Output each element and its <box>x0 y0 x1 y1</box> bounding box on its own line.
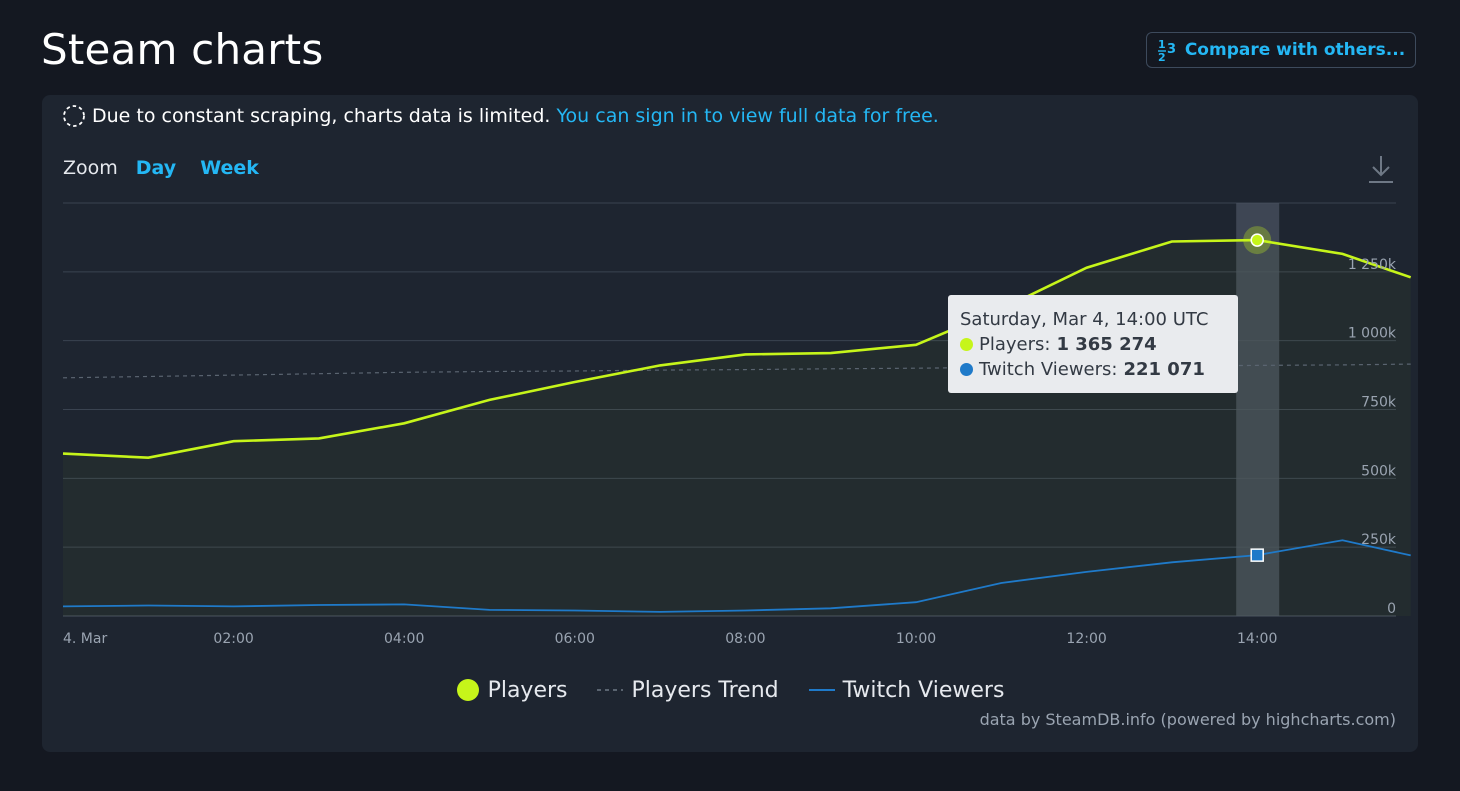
y-tick-label: 750k <box>1361 395 1397 411</box>
dashed-circle-icon <box>62 104 86 128</box>
legend-item-players[interactable]: Players <box>456 677 568 703</box>
tooltip-twitch-value: 221 071 <box>1123 359 1205 380</box>
players-dot-icon <box>960 338 973 351</box>
notice-text: Due to constant scraping, charts data is… <box>92 105 551 127</box>
x-tick-label: 10:00 <box>896 631 936 647</box>
legend-players-label: Players <box>487 677 568 703</box>
trend-legend-icon <box>597 689 624 691</box>
twitch-dot-icon <box>960 363 973 376</box>
zoom-week-button[interactable]: Week <box>200 157 259 179</box>
twitch-viewers-line <box>62 539 1411 613</box>
svg-text:1: 1 <box>1158 38 1166 51</box>
tooltip-players-value: 1 365 274 <box>1056 334 1157 355</box>
chart-credit: data by SteamDB.info (powered by highcha… <box>979 710 1396 729</box>
twitch-point <box>1250 548 1264 562</box>
tooltip-players-row: Players: 1 365 274 <box>960 332 1238 357</box>
tooltip-twitch-label: Twitch Viewers: <box>979 359 1118 380</box>
compare-button[interactable]: 1 2 3 Compare with others... <box>1146 32 1416 68</box>
download-button[interactable] <box>1366 153 1396 189</box>
twitch-legend-icon <box>808 689 835 691</box>
legend-item-twitch[interactable]: Twitch Viewers <box>808 677 1005 703</box>
compare-button-label: Compare with others... <box>1184 40 1406 60</box>
y-tick-label: 1 000k <box>1348 326 1397 342</box>
download-icon <box>1369 156 1393 183</box>
tooltip-twitch-row: Twitch Viewers: 221 071 <box>960 357 1238 382</box>
svg-text:3: 3 <box>1167 42 1176 57</box>
x-tick-label: 02:00 <box>213 631 253 647</box>
legend-item-trend[interactable]: Players Trend <box>597 677 779 703</box>
chart-legend: Players Players Trend Twitch Viewers <box>42 675 1418 705</box>
x-tick-label: 06:00 <box>555 631 595 647</box>
tooltip-players-label: Players: <box>979 334 1051 355</box>
x-tick-label: 4. Mar <box>63 631 107 647</box>
page-title: Steam charts <box>41 25 324 74</box>
tooltip-date: Saturday, Mar 4, 14:00 UTC <box>960 309 1209 330</box>
x-tick-label: 08:00 <box>725 631 765 647</box>
y-tick-label: 250k <box>1361 532 1397 548</box>
player-count-chart: 0 250k 500k 750k 1 000k 1 250k 4. Mar 02:00 04:0… <box>62 202 1412 647</box>
y-tick-label: 0 <box>1387 601 1396 617</box>
x-tick-label: 14:00 <box>1237 631 1277 647</box>
chart-tooltip: Saturday, Mar 4, 14:00 UTC Players: 1 36… <box>948 295 1238 393</box>
y-tick-label: 500k <box>1361 463 1397 479</box>
hover-band <box>1236 203 1280 616</box>
zoom-controls: Zoom Day Week <box>63 157 283 179</box>
chart-panel: Due to constant scraping, charts data is… <box>42 95 1418 752</box>
scraping-notice: Due to constant scraping, charts data is… <box>62 103 939 129</box>
players-point <box>1250 233 1264 247</box>
players-legend-icon <box>456 679 479 701</box>
y-tick-label: 1 250k <box>1348 257 1397 273</box>
x-tick-label: 12:00 <box>1066 631 1106 647</box>
x-tick-label: 04:00 <box>384 631 424 647</box>
players-line <box>62 238 1412 460</box>
zoom-day-button[interactable]: Day <box>135 157 177 179</box>
fraction-icon: 1 2 3 <box>1157 37 1179 63</box>
zoom-label: Zoom <box>63 157 118 179</box>
sign-in-link[interactable]: You can sign in to view full data for fr… <box>556 105 939 127</box>
svg-text:2: 2 <box>1158 51 1166 63</box>
legend-twitch-label: Twitch Viewers <box>842 677 1005 703</box>
legend-trend-label: Players Trend <box>631 677 779 703</box>
